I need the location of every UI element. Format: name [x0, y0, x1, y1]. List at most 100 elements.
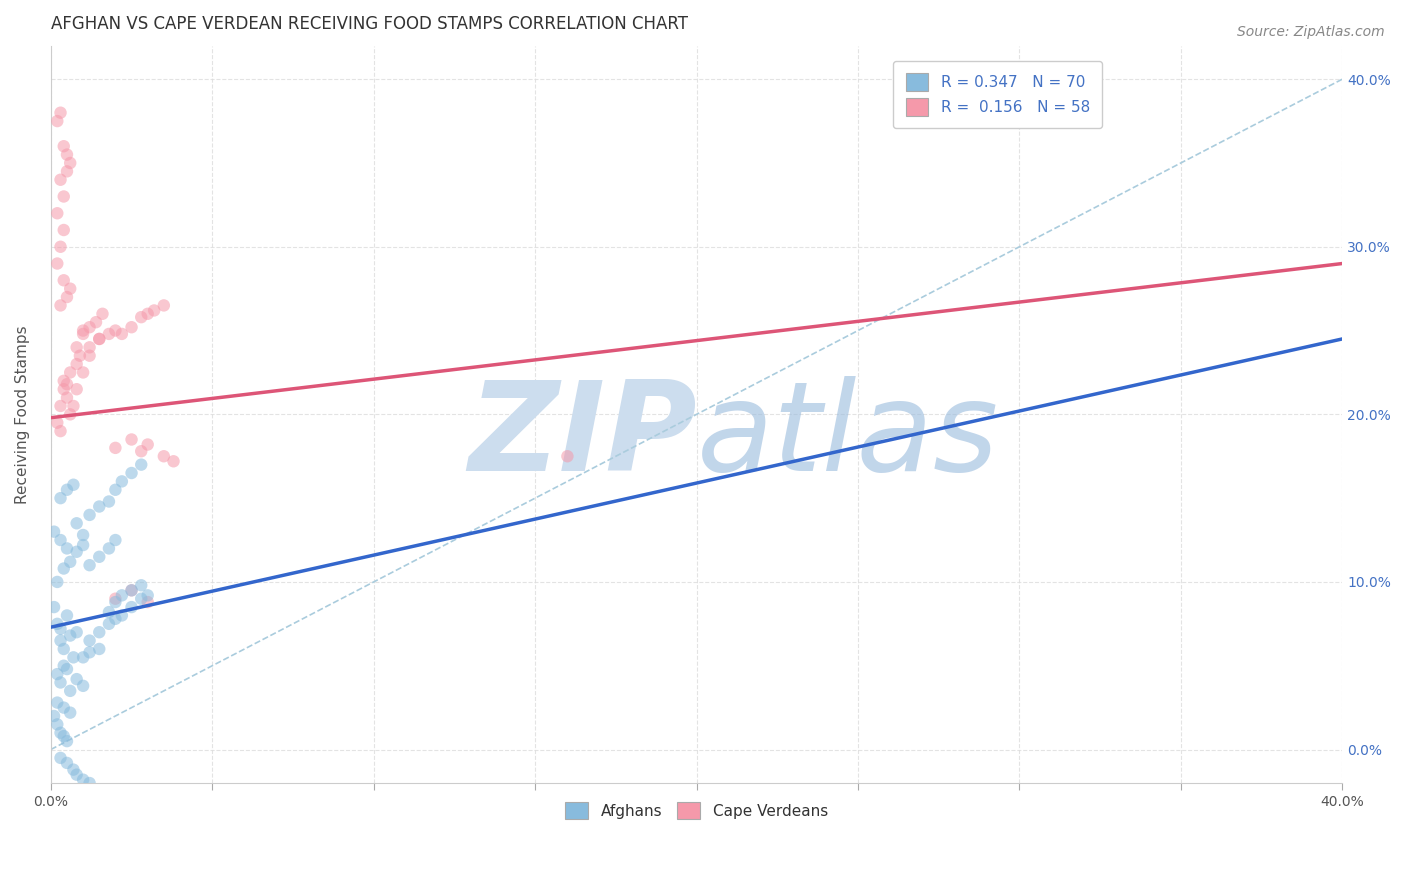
Point: [49, 633, 72, 648]
Point: [557, 449, 579, 463]
Point: [129, 310, 152, 325]
Point: [52, 374, 75, 388]
Point: [79, 508, 101, 522]
Point: [56, 608, 79, 623]
Point: [59, 408, 82, 422]
Point: [52, 642, 75, 657]
Point: [56, 164, 79, 178]
Point: [72, 650, 94, 665]
Point: [59, 629, 82, 643]
Point: [46, 206, 69, 220]
Point: [59, 684, 82, 698]
Point: [46, 616, 69, 631]
Point: [59, 706, 82, 720]
Point: [52, 729, 75, 743]
Point: [111, 608, 134, 623]
Point: [46, 696, 69, 710]
Point: [46, 256, 69, 270]
Point: [162, 454, 184, 468]
Point: [84, 315, 107, 329]
Point: [62, 399, 84, 413]
Point: [111, 475, 134, 489]
Point: [49, 399, 72, 413]
Point: [89, 625, 111, 640]
Point: [129, 578, 152, 592]
Point: [59, 282, 82, 296]
Point: [52, 382, 75, 396]
Point: [79, 558, 101, 573]
Point: [153, 298, 176, 312]
Text: Source: ZipAtlas.com: Source: ZipAtlas.com: [1237, 25, 1385, 39]
Point: [136, 437, 159, 451]
Point: [52, 561, 75, 575]
Point: [136, 595, 159, 609]
Legend: Afghans, Cape Verdeans: Afghans, Cape Verdeans: [558, 794, 835, 827]
Point: [49, 751, 72, 765]
Point: [143, 303, 166, 318]
Point: [121, 583, 143, 598]
Point: [49, 105, 72, 120]
Point: [72, 366, 94, 380]
Point: [42, 709, 65, 723]
Point: [129, 458, 152, 472]
Point: [66, 382, 89, 396]
Y-axis label: Receiving Food Stamps: Receiving Food Stamps: [15, 325, 30, 504]
Point: [56, 377, 79, 392]
Point: [79, 645, 101, 659]
Point: [121, 433, 143, 447]
Point: [97, 541, 120, 556]
Point: [59, 555, 82, 569]
Point: [56, 147, 79, 161]
Point: [52, 139, 75, 153]
Point: [52, 273, 75, 287]
Point: [49, 675, 72, 690]
Point: [153, 449, 176, 463]
Point: [89, 549, 111, 564]
Point: [79, 633, 101, 648]
Point: [56, 290, 79, 304]
Point: [46, 114, 69, 128]
Point: [49, 240, 72, 254]
Point: [52, 658, 75, 673]
Point: [104, 441, 127, 455]
Point: [49, 298, 72, 312]
Point: [62, 477, 84, 491]
Point: [52, 189, 75, 203]
Point: [46, 717, 69, 731]
Point: [49, 491, 72, 505]
Point: [49, 172, 72, 186]
Point: [56, 734, 79, 748]
Point: [79, 776, 101, 790]
Point: [121, 320, 143, 334]
Point: [49, 725, 72, 739]
Point: [104, 324, 127, 338]
Point: [111, 326, 134, 341]
Point: [69, 349, 91, 363]
Point: [72, 538, 94, 552]
Point: [72, 772, 94, 787]
Point: [129, 591, 152, 606]
Point: [121, 466, 143, 480]
Point: [104, 595, 127, 609]
Point: [89, 642, 111, 657]
Point: [104, 612, 127, 626]
Text: ZIP: ZIP: [468, 376, 696, 497]
Point: [136, 588, 159, 602]
Point: [129, 444, 152, 458]
Point: [49, 424, 72, 438]
Point: [91, 307, 114, 321]
Point: [59, 366, 82, 380]
Point: [56, 391, 79, 405]
Point: [97, 616, 120, 631]
Point: [97, 605, 120, 619]
Point: [46, 574, 69, 589]
Point: [56, 483, 79, 497]
Text: AFGHAN VS CAPE VERDEAN RECEIVING FOOD STAMPS CORRELATION CHART: AFGHAN VS CAPE VERDEAN RECEIVING FOOD ST…: [51, 15, 688, 33]
Point: [89, 332, 111, 346]
Point: [104, 533, 127, 547]
Point: [42, 600, 65, 615]
Point: [66, 516, 89, 531]
Point: [62, 650, 84, 665]
Point: [72, 679, 94, 693]
Point: [72, 528, 94, 542]
